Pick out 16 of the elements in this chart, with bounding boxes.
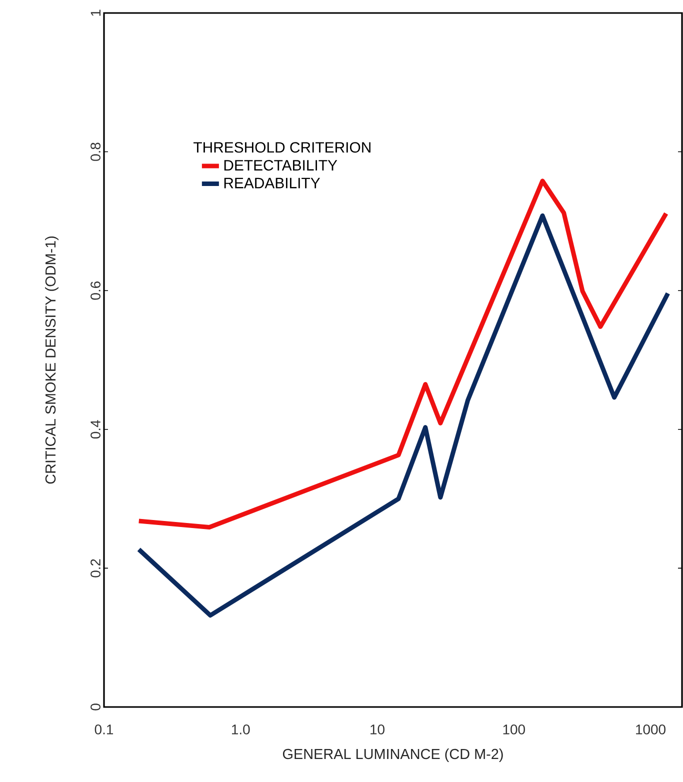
x-tick-label: 1.0 xyxy=(232,724,250,734)
y-axis-title: CRITICAL SMOKE DENSITY (ODM-1) xyxy=(45,236,58,484)
x-tick-label: 1000 xyxy=(636,724,666,734)
x-tick-label: 0.1 xyxy=(94,724,114,734)
x-axis-title: GENERAL LUMINANCE (CD M-2) xyxy=(282,748,503,762)
y-tick-label: 0.2 xyxy=(90,559,100,578)
y-tick-label: 0.4 xyxy=(90,420,100,439)
legend-label: READABILITY xyxy=(224,178,320,188)
y-tick-label: 0.8 xyxy=(90,142,100,161)
legend-title: THRESHOLD CRITERION xyxy=(194,142,370,153)
x-tick-label: 10 xyxy=(370,724,384,734)
legend-label: DETECTABILITY xyxy=(224,160,338,171)
y-tick-label: 1 xyxy=(90,10,100,16)
x-tick-label: 100 xyxy=(503,724,525,734)
y-tick-label: 0 xyxy=(90,704,100,710)
y-tick-label: 0.6 xyxy=(90,282,100,300)
